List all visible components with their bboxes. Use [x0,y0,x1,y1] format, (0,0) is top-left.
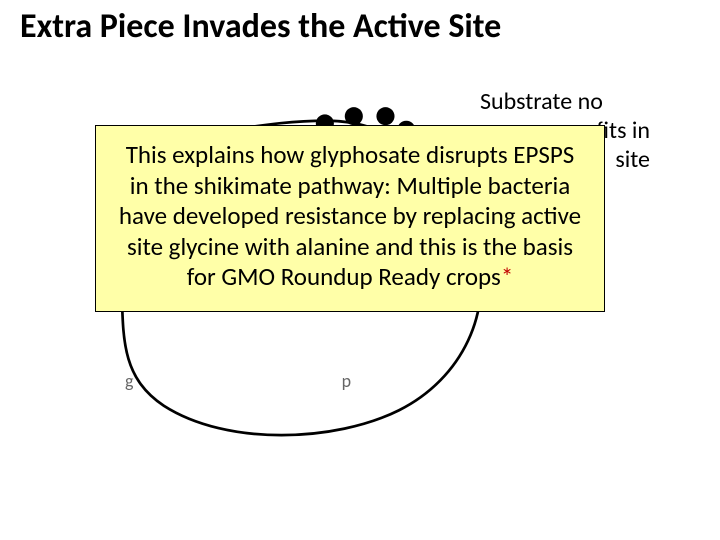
page-title: Extra Piece Invades the Active Site [20,8,501,45]
under-text: g p [125,370,351,392]
substrate-dot [376,107,394,125]
slide: Extra Piece Invades the Active Site Subs… [0,0,720,540]
substrate-dot [345,107,363,125]
explanation-callout: This explains how glyphosate disrupts EP… [95,125,605,312]
side-line-1: Substrate no [480,88,660,117]
asterisk: * [501,261,513,292]
